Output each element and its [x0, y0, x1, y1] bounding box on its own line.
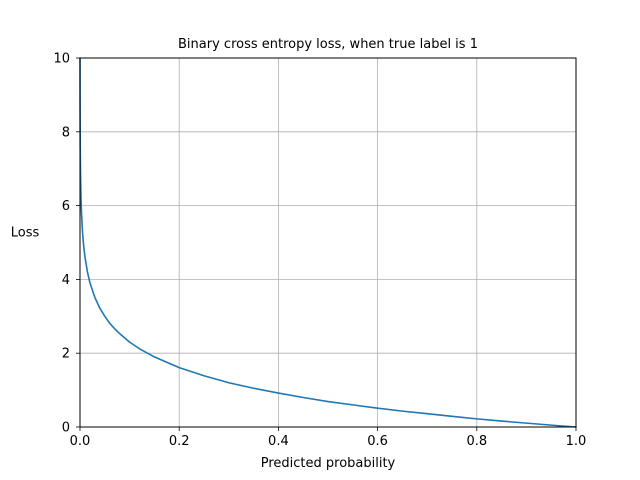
plot-area [80, 58, 576, 427]
x-tick-label: 0.0 [70, 434, 91, 449]
x-tick-label: 0.4 [268, 434, 289, 449]
y-tick-label: 2 [62, 347, 70, 362]
x-tick-label: 1.0 [566, 434, 587, 449]
series-layer [79, 57, 577, 428]
ticks: 0.0 0.2 0.4 0.6 0.8 1.0 0 2 4 6 8 10 [53, 52, 586, 450]
chart-title: Binary cross entropy loss, when true lab… [178, 37, 478, 52]
y-axis-label: Loss [11, 226, 40, 241]
x-axis-label: Predicted probability [261, 456, 396, 471]
y-tick-label: 10 [53, 52, 70, 67]
x-tick-label: 0.2 [169, 434, 190, 449]
grid [79, 57, 577, 428]
y-tick-label: 0 [62, 421, 70, 436]
plot-frame [79, 57, 577, 428]
series-line [79, 57, 577, 428]
x-tick-label: 0.8 [466, 434, 487, 449]
y-tick-label: 6 [62, 199, 70, 214]
y-tick-label: 8 [62, 125, 70, 140]
y-tick-label: 4 [62, 273, 70, 288]
x-tick-label: 0.6 [367, 434, 388, 449]
